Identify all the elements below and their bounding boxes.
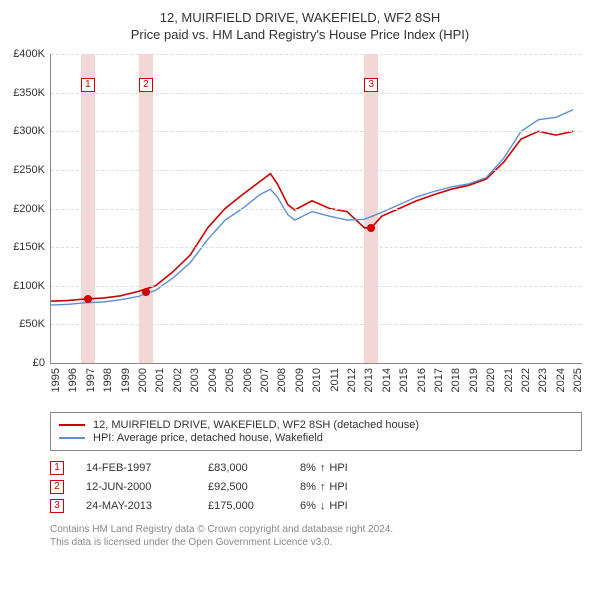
legend-box: 12, MUIRFIELD DRIVE, WAKEFIELD, WF2 8SH … — [50, 412, 582, 451]
attribution-text: Contains HM Land Registry data © Crown c… — [50, 523, 582, 549]
sales-date: 24-MAY-2013 — [86, 500, 186, 512]
x-axis-labels: 1995 1996 1997 1998 1999 2000 2001 2002 2003 2004… — [50, 364, 582, 404]
sales-diff-suffix: HPI — [329, 500, 347, 512]
legend-item: 12, MUIRFIELD DRIVE, WAKEFIELD, WF2 8SH … — [59, 419, 573, 431]
chart-title-block: 12, MUIRFIELD DRIVE, WAKEFIELD, WF2 8SH … — [0, 0, 600, 48]
sales-date: 12-JUN-2000 — [86, 481, 186, 493]
gridline-h — [51, 93, 582, 94]
legend-item: HPI: Average price, detached house, Wake… — [59, 432, 573, 444]
x-axis-label: 1997 — [85, 368, 97, 392]
x-axis-label: 2000 — [137, 368, 149, 392]
plot-area: £0£50K£100K£150K£200K£250K£300K£350K£400… — [50, 54, 582, 364]
sales-price: £175,000 — [208, 500, 278, 512]
sales-diff: 8% ↑HPI — [300, 481, 348, 493]
y-axis-label: £100K — [13, 280, 51, 292]
sale-marker-badge: 2 — [139, 78, 153, 92]
sales-row: 2 12-JUN-2000 £92,500 8% ↑HPI — [50, 480, 582, 494]
legend-swatch — [59, 424, 85, 426]
sale-marker-badge: 1 — [81, 78, 95, 92]
sales-diff: 8% ↑HPI — [300, 462, 348, 474]
sales-diff: 6% ↓HPI — [300, 500, 348, 512]
x-axis-label: 2007 — [259, 368, 271, 392]
gridline-h — [51, 131, 582, 132]
x-axis-label: 1996 — [67, 368, 79, 392]
x-axis-label: 2002 — [172, 368, 184, 392]
x-axis-label: 2004 — [207, 368, 219, 392]
sales-table: 114-FEB-1997£83,0008%↑HPI212-JUN-2000£92… — [50, 461, 582, 513]
legend-label: HPI: Average price, detached house, Wake… — [93, 432, 323, 444]
sales-diff-pct: 8% — [300, 462, 316, 474]
x-axis-label: 1998 — [102, 368, 114, 392]
x-axis-label: 1995 — [50, 368, 62, 392]
series-line-hpi — [51, 110, 573, 306]
gridline-h — [51, 170, 582, 171]
gridline-h — [51, 54, 582, 55]
x-axis-label: 2011 — [329, 368, 341, 392]
legend-swatch — [59, 437, 85, 439]
x-axis-label: 2022 — [520, 368, 532, 392]
sales-badge: 3 — [50, 499, 64, 513]
x-axis-label: 1999 — [120, 368, 132, 392]
x-axis-label: 2020 — [485, 368, 497, 392]
x-axis-label: 2010 — [311, 368, 323, 392]
sales-row: 3 24-MAY-2013 £175,000 6% ↓HPI — [50, 499, 582, 513]
x-axis-label: 2005 — [224, 368, 236, 392]
x-axis-label: 2019 — [468, 368, 480, 392]
sales-price: £92,500 — [208, 481, 278, 493]
y-axis-label: £200K — [13, 203, 51, 215]
series-line-property — [51, 131, 573, 301]
sales-diff-pct: 8% — [300, 481, 316, 493]
sales-diff-suffix: HPI — [329, 462, 347, 474]
sales-badge: 1 — [50, 461, 64, 475]
sale-marker-dot — [84, 295, 92, 303]
x-axis-label: 2023 — [537, 368, 549, 392]
chart-title-line1: 12, MUIRFIELD DRIVE, WAKEFIELD, WF2 8SH — [10, 10, 590, 25]
chart-area: £0£50K£100K£150K£200K£250K£300K£350K£400… — [50, 54, 582, 364]
sales-price: £83,000 — [208, 462, 278, 474]
gridline-h — [51, 209, 582, 210]
arrow-up-icon: ↑ — [320, 462, 326, 474]
x-axis-label: 2006 — [242, 368, 254, 392]
sales-badge: 2 — [50, 480, 64, 494]
x-axis-label: 2025 — [572, 368, 584, 392]
chart-title-line2: Price paid vs. HM Land Registry's House … — [10, 27, 590, 42]
x-axis-label: 2008 — [276, 368, 288, 392]
y-axis-label: £300K — [13, 125, 51, 137]
gridline-h — [51, 324, 582, 325]
y-axis-label: £150K — [13, 241, 51, 253]
sale-marker-dot — [142, 288, 150, 296]
x-axis-label: 2003 — [189, 368, 201, 392]
x-axis-label: 2013 — [363, 368, 375, 392]
attribution-line1: Contains HM Land Registry data © Crown c… — [50, 523, 582, 536]
x-axis-label: 2015 — [398, 368, 410, 392]
x-axis-label: 2014 — [381, 368, 393, 392]
arrow-down-icon: ↓ — [320, 500, 326, 512]
x-axis-label: 2017 — [433, 368, 445, 392]
x-axis-label: 2024 — [555, 368, 567, 392]
sale-marker-dot — [367, 224, 375, 232]
x-axis-label: 2009 — [294, 368, 306, 392]
x-axis-label: 2016 — [416, 368, 428, 392]
attribution-line2: This data is licensed under the Open Gov… — [50, 536, 582, 549]
sales-row: 1 14-FEB-1997 £83,000 8% ↑HPI — [50, 461, 582, 475]
y-axis-label: £350K — [13, 87, 51, 99]
legend-label: 12, MUIRFIELD DRIVE, WAKEFIELD, WF2 8SH … — [93, 419, 419, 431]
sales-date: 14-FEB-1997 — [86, 462, 186, 474]
sale-marker-badge: 3 — [364, 78, 378, 92]
x-axis-label: 2021 — [503, 368, 515, 392]
sales-diff-suffix: HPI — [329, 481, 347, 493]
arrow-up-icon: ↑ — [320, 481, 326, 493]
x-axis-label: 2012 — [346, 368, 358, 392]
x-axis-label: 2018 — [450, 368, 462, 392]
y-axis-label: £50K — [19, 318, 51, 330]
sales-diff-pct: 6% — [300, 500, 316, 512]
y-axis-label: £400K — [13, 48, 51, 60]
y-axis-label: £250K — [13, 164, 51, 176]
x-axis-label: 2001 — [154, 368, 166, 392]
gridline-h — [51, 247, 582, 248]
gridline-h — [51, 286, 582, 287]
y-axis-label: £0 — [33, 357, 51, 369]
